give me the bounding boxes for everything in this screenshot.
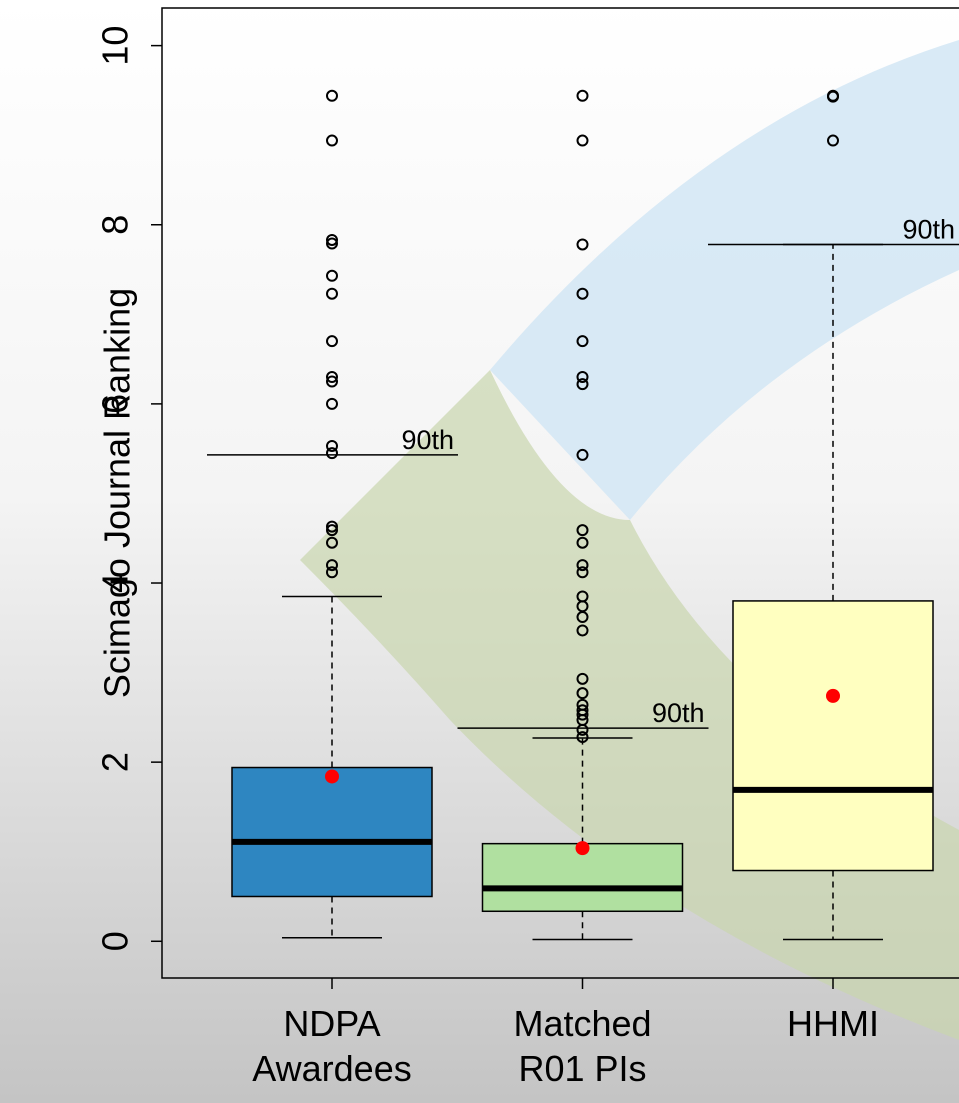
outlier: [576, 624, 589, 637]
outlier: [576, 704, 589, 717]
outlier: [576, 335, 589, 348]
y-tick-label: 2: [95, 752, 136, 772]
box-group: NDPA Awardees 90th: [207, 89, 458, 1089]
outlier: [326, 233, 338, 246]
outlier: [326, 439, 338, 452]
outlier: [576, 566, 589, 579]
x-tick-label-line: Awardees: [252, 1048, 411, 1089]
x-tick-label-line: HHMI: [787, 1003, 879, 1044]
outlier: [827, 134, 839, 147]
outlier: [576, 448, 589, 461]
outlier: [326, 447, 338, 460]
x-tick-label: Matched R01 PIs: [513, 1003, 651, 1089]
outlier: [576, 524, 589, 537]
p90-label: 90th: [401, 425, 454, 455]
outlier: [827, 89, 839, 102]
y-axis-label: Scimago Journal Ranking: [97, 288, 138, 698]
mean: [575, 841, 590, 856]
outlier: [576, 536, 589, 549]
outlier: [326, 520, 338, 533]
plot: 0 2 4 6 8 10 NDPA Awardees 90th Matched R01 PIs 90t…: [95, 7, 959, 1089]
y-tick-label: 4: [95, 573, 136, 593]
outlier: [326, 371, 338, 384]
outlier: [576, 287, 589, 300]
y-tick-label: 10: [95, 26, 136, 66]
outlier: [326, 287, 338, 300]
decor-green: [300, 370, 959, 1040]
outlier: [576, 590, 589, 603]
outlier: [326, 536, 338, 549]
outlier: [326, 269, 338, 282]
outlier: [576, 371, 589, 384]
x-tick-label: NDPA Awardees: [252, 1003, 411, 1089]
x-tick-label-line: NDPA: [283, 1003, 380, 1044]
x-tick-label-line: R01 PIs: [518, 1048, 646, 1089]
outlier: [576, 378, 589, 391]
y-tick-label: 8: [95, 215, 136, 235]
outlier: [576, 134, 589, 147]
outlier: [576, 238, 589, 251]
outlier: [326, 566, 338, 579]
outlier: [326, 237, 338, 250]
outlier: [576, 731, 589, 744]
outlier: [326, 559, 338, 572]
outlier: [326, 134, 338, 147]
outlier: [326, 375, 338, 388]
y-tick-label: 0: [95, 931, 136, 951]
x-tick-label-line: Matched: [513, 1003, 651, 1044]
outlier: [576, 698, 589, 711]
plot-frame: [161, 7, 959, 979]
p90-label: 90th: [652, 698, 705, 728]
outlier: [326, 397, 338, 410]
box-group: HHMI 90th: [708, 89, 959, 1044]
outlier: [576, 559, 589, 572]
mean: [826, 688, 840, 703]
mean: [325, 769, 339, 784]
outlier: [326, 89, 338, 102]
outlier: [326, 524, 338, 537]
outlier: [576, 672, 589, 685]
box-group: Matched R01 PIs 90th: [457, 89, 709, 1089]
p90-label: 90th: [902, 214, 955, 244]
outlier: [326, 335, 338, 348]
outlier: [576, 89, 589, 102]
outlier: [576, 687, 589, 700]
box: [231, 766, 433, 898]
decor-blue: [490, 40, 959, 520]
x-tick-label: HHMI: [787, 1003, 879, 1044]
box: [732, 600, 934, 872]
y-tick-label: 6: [95, 394, 136, 414]
